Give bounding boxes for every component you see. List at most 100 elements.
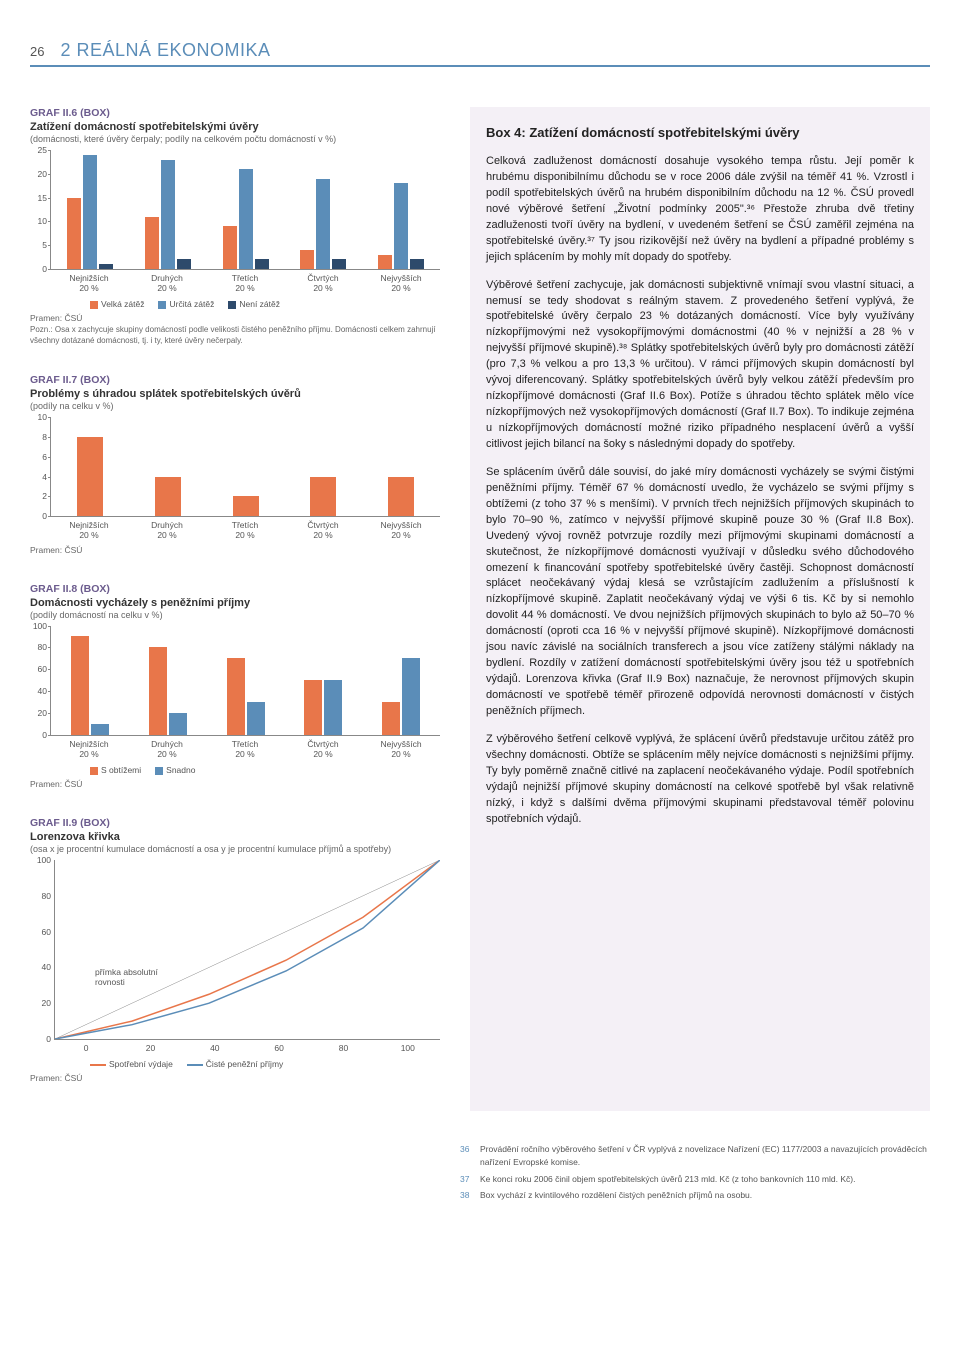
bar [310, 477, 336, 517]
chart-7-canvas: 0246810 [50, 417, 440, 517]
chart-7-label: GRAF II.7 (BOX) [30, 374, 450, 386]
bar [410, 259, 424, 269]
footnote-number: 38 [460, 1189, 474, 1202]
legend-swatch [155, 767, 163, 775]
chart-9-label: GRAF II.9 (BOX) [30, 817, 450, 829]
bar [316, 179, 330, 269]
bar-group [223, 169, 269, 269]
bar [388, 477, 414, 517]
chart-8-xlabels: Nejnižších 20 %Druhých 20 %Třetích 20 %Č… [50, 736, 440, 759]
bar [169, 713, 187, 735]
bar [300, 250, 314, 269]
y-tick: 80 [31, 642, 47, 652]
left-column: GRAF II.6 (BOX) Zatížení domácností spot… [30, 107, 450, 1111]
legend-item: Snadno [155, 765, 195, 775]
bar [227, 658, 245, 734]
legend-item: Není zátěž [228, 299, 280, 309]
x-label: Nejnižších 20 % [50, 739, 128, 759]
chart-8-title: Domácnosti vycházely s peněžními příjmy [30, 597, 450, 609]
legend-swatch [90, 1064, 106, 1066]
y-tick: 40 [31, 962, 51, 972]
bar [304, 680, 322, 735]
chart-9-title: Lorenzova křivka [30, 831, 450, 843]
bar [177, 259, 191, 269]
chart-6-canvas: 0510152025 [50, 150, 440, 270]
y-tick: 15 [31, 193, 47, 203]
bar [149, 647, 167, 734]
box-p3: Se splácením úvěrů dále souvisí, do jaké… [486, 465, 914, 720]
legend-swatch [90, 301, 98, 309]
chart-6-legend: Velká zátěžUrčitá zátěžNení zátěž [90, 299, 450, 309]
chart-8-subnote: (podíly domácností na celku v %) [30, 610, 450, 620]
y-tick: 8 [31, 432, 47, 442]
bar-group [155, 477, 181, 517]
chart-8-source: Pramen: ČSÚ [30, 779, 450, 789]
bar [161, 160, 175, 269]
chart-6-block: GRAF II.6 (BOX) Zatížení domácností spot… [30, 107, 450, 346]
chart-6-xlabels: Nejnižších 20 %Druhých 20 %Třetích 20 %Č… [50, 270, 440, 293]
y-tick: 60 [31, 927, 51, 937]
bar [382, 702, 400, 735]
box-p4: Z výběrového šetření celkově vyplývá, že… [486, 732, 914, 828]
box-p1: Celková zadluženost domácností dosahuje … [486, 154, 914, 266]
chart-9-legend: Spotřební výdajeČisté peněžní příjmy [90, 1059, 450, 1069]
x-label: Čtvrtých 20 % [284, 739, 362, 759]
y-tick: 20 [31, 169, 47, 179]
chart-7-source: Pramen: ČSÚ [30, 545, 450, 555]
chart-9-source: Pramen: ČSÚ [30, 1073, 450, 1083]
bar [239, 169, 253, 269]
chart-9-subnote: (osa x je procentní kumulace domácností … [30, 844, 450, 854]
footnote-text: Provádění ročního výběrového šetření v Č… [480, 1143, 930, 1169]
chart-8-legend: S obtížemi Snadno [90, 765, 450, 775]
bar-group [77, 437, 103, 516]
bar [394, 183, 408, 269]
x-label: Čtvrtých 20 % [284, 273, 362, 293]
bar [71, 636, 89, 734]
section-title: 2 REÁLNÁ EKONOMIKA [60, 40, 270, 61]
x-label: Třetích 20 % [206, 520, 284, 540]
chart-6-subnote: (domácnosti, které úvěry čerpaly; podíly… [30, 134, 450, 144]
x-label: Nejvyšších 20 % [362, 739, 440, 759]
y-tick: 10 [31, 216, 47, 226]
footnote-number: 37 [460, 1173, 474, 1186]
footnote-text: Box vychází z kvintilového rozdělení čis… [480, 1189, 752, 1202]
bar [145, 217, 159, 269]
bar-group [388, 477, 414, 517]
bar-group [304, 680, 342, 735]
page-body: GRAF II.6 (BOX) Zatížení domácností spot… [0, 67, 960, 1131]
legend-item: Spotřební výdaje [90, 1059, 173, 1069]
y-tick: 0 [31, 264, 47, 274]
bar-group [149, 647, 187, 734]
legend-swatch [187, 1064, 203, 1066]
bar [223, 226, 237, 269]
y-tick: 80 [31, 891, 51, 901]
x-label: Čtvrtých 20 % [284, 520, 362, 540]
right-column: Box 4: Zatížení domácností spotřebitelsk… [470, 107, 930, 1111]
bar-group [233, 496, 259, 516]
x-label: 40 [183, 1043, 247, 1053]
y-tick: 10 [31, 412, 47, 422]
bar-group [382, 658, 420, 734]
chart-6-note: Pozn.: Osa x zachycuje skupiny domácnost… [30, 325, 450, 346]
y-tick: 25 [31, 145, 47, 155]
x-label: 80 [311, 1043, 375, 1053]
box-p2: Výběrové šetření zachycuje, jak domácnos… [486, 278, 914, 453]
chart-6-label: GRAF II.6 (BOX) [30, 107, 450, 119]
bar [155, 477, 181, 517]
equality-line-label: přímka absolutní rovnosti [95, 967, 158, 987]
y-tick: 60 [31, 664, 47, 674]
chart-7-subnote: (podíly na celku v %) [30, 401, 450, 411]
chart-6-title: Zatížení domácností spotřebitelskými úvě… [30, 121, 450, 133]
y-tick: 40 [31, 686, 47, 696]
chart-9-svg [55, 860, 440, 1039]
chart-6-source: Pramen: ČSÚ [30, 313, 450, 323]
chart-8-block: GRAF II.8 (BOX) Domácnosti vycházely s p… [30, 583, 450, 789]
y-tick: 100 [31, 855, 51, 865]
chart-8-canvas: 020406080100 [50, 626, 440, 736]
y-tick: 4 [31, 472, 47, 482]
y-tick: 6 [31, 452, 47, 462]
chart-9-block: GRAF II.9 (BOX) Lorenzova křivka (osa x … [30, 817, 450, 1083]
legend-item: S obtížemi [90, 765, 141, 775]
x-label: Druhých 20 % [128, 739, 206, 759]
x-label: Druhých 20 % [128, 273, 206, 293]
